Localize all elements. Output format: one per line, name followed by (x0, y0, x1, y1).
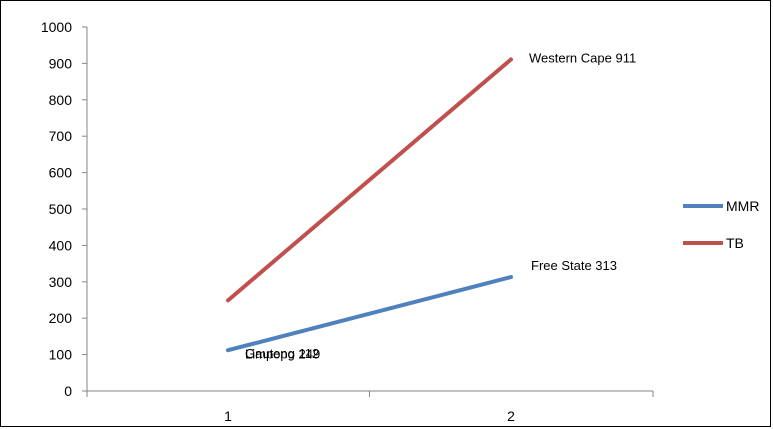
legend-label-tb: TB (726, 235, 744, 251)
y-tick-label: 300 (49, 274, 73, 290)
data-label: Limpopo 249 (245, 346, 320, 361)
y-tick-label: 600 (49, 165, 73, 181)
y-tick-label: 0 (64, 383, 72, 399)
legend-label-mmr: MMR (726, 198, 759, 214)
y-tick-label: 700 (49, 128, 73, 144)
y-tick-label: 900 (49, 55, 73, 71)
data-label: Gauteng 112 (245, 346, 319, 361)
x-tick-label: 2 (507, 408, 515, 424)
data-label: Free State 313 (531, 258, 617, 273)
y-tick-label: 100 (49, 347, 73, 363)
x-tick-label: 1 (224, 408, 232, 424)
series-line-mmr (226, 275, 513, 353)
data-label: Western Cape 911 (529, 50, 636, 65)
y-tick-label: 400 (49, 237, 73, 253)
y-tick-label: 800 (49, 92, 73, 108)
y-tick-label: 200 (49, 310, 73, 326)
series-line-tb (226, 57, 513, 303)
y-tick-label: 500 (49, 201, 73, 217)
y-tick-label: 1000 (41, 19, 72, 35)
